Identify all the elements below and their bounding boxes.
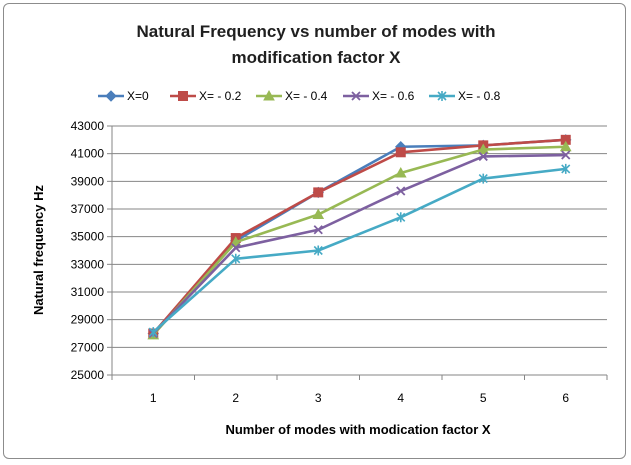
y-tick-label: 39000	[71, 174, 105, 188]
y-tick-label: 27000	[71, 340, 105, 354]
legend-label: X= - 0.6	[372, 89, 415, 103]
data-point	[561, 150, 571, 160]
series-4	[148, 150, 571, 339]
legend-label: X= - 0.8	[458, 89, 501, 103]
legend-item: X= - 0.8	[429, 89, 501, 103]
chart-title-line-1: Natural Frequency vs number of modes wit…	[137, 22, 496, 41]
y-tick-label: 29000	[71, 313, 105, 327]
y-axis-ticks: 25000 27000 29000 31000 33000 35000 37000 39000…	[71, 119, 112, 382]
y-tick-label: 33000	[71, 257, 105, 271]
legend-item: X= - 0.6	[343, 89, 415, 103]
data-point	[395, 147, 406, 158]
x-tick-label: 1	[150, 391, 157, 405]
series-line	[152, 167, 566, 334]
y-tick-label: 35000	[71, 230, 105, 244]
legend-marker	[105, 90, 117, 102]
data-point	[229, 236, 242, 247]
x-axis-ticks: 1 2 3 4 5 6	[111, 375, 608, 405]
x-tick-label: 2	[232, 391, 239, 405]
y-tick-label: 43000	[71, 119, 105, 133]
data-point	[312, 208, 325, 220]
x-tick-label: 3	[315, 391, 322, 405]
data-point	[313, 245, 323, 256]
legend-item: X= - 0.2	[170, 89, 242, 103]
series-5	[148, 163, 571, 338]
y-tick-label: 37000	[71, 202, 105, 216]
data-point	[148, 327, 158, 338]
y-axis-title: Natural frequency Hz	[31, 184, 46, 315]
data-point	[396, 212, 406, 223]
legend-marker	[178, 91, 188, 101]
legend-item: X= - 0.4	[256, 89, 328, 103]
x-axis-title: Number of modes with modication factor X	[225, 422, 490, 437]
data-point	[313, 187, 324, 198]
legend-label: X= - 0.4	[285, 89, 328, 103]
data-point	[396, 186, 406, 196]
data-point	[231, 253, 241, 264]
legend-item: X=0	[98, 89, 149, 103]
legend-marker	[351, 91, 361, 101]
y-tick-label: 41000	[71, 147, 105, 161]
gridlines	[112, 125, 607, 376]
legend-marker	[437, 91, 447, 101]
series-line	[152, 145, 566, 336]
data-point	[478, 151, 488, 162]
legend-marker	[263, 89, 275, 101]
data-point	[394, 167, 407, 178]
y-tick-label: 25000	[71, 368, 105, 382]
data-point	[313, 225, 323, 235]
series-layer	[147, 134, 572, 340]
legend-label: X= - 0.2	[199, 89, 242, 103]
legend: X=0 X= - 0.2 X= - 0.4 X= - 0.6 X= - 0.8	[98, 89, 501, 103]
axes	[111, 126, 607, 376]
chart-title-line-2: modification factor X	[231, 48, 401, 67]
x-tick-label: 5	[480, 391, 487, 405]
series-line	[152, 153, 566, 335]
data-point	[477, 143, 490, 155]
y-tick-label: 31000	[71, 285, 105, 299]
data-point	[559, 140, 572, 152]
x-tick-label: 6	[562, 391, 569, 405]
data-point	[561, 163, 571, 174]
series-line	[152, 138, 566, 335]
data-point	[231, 243, 241, 253]
x-tick-label: 4	[397, 391, 404, 405]
data-point	[478, 173, 488, 184]
legend-label: X=0	[127, 89, 149, 103]
